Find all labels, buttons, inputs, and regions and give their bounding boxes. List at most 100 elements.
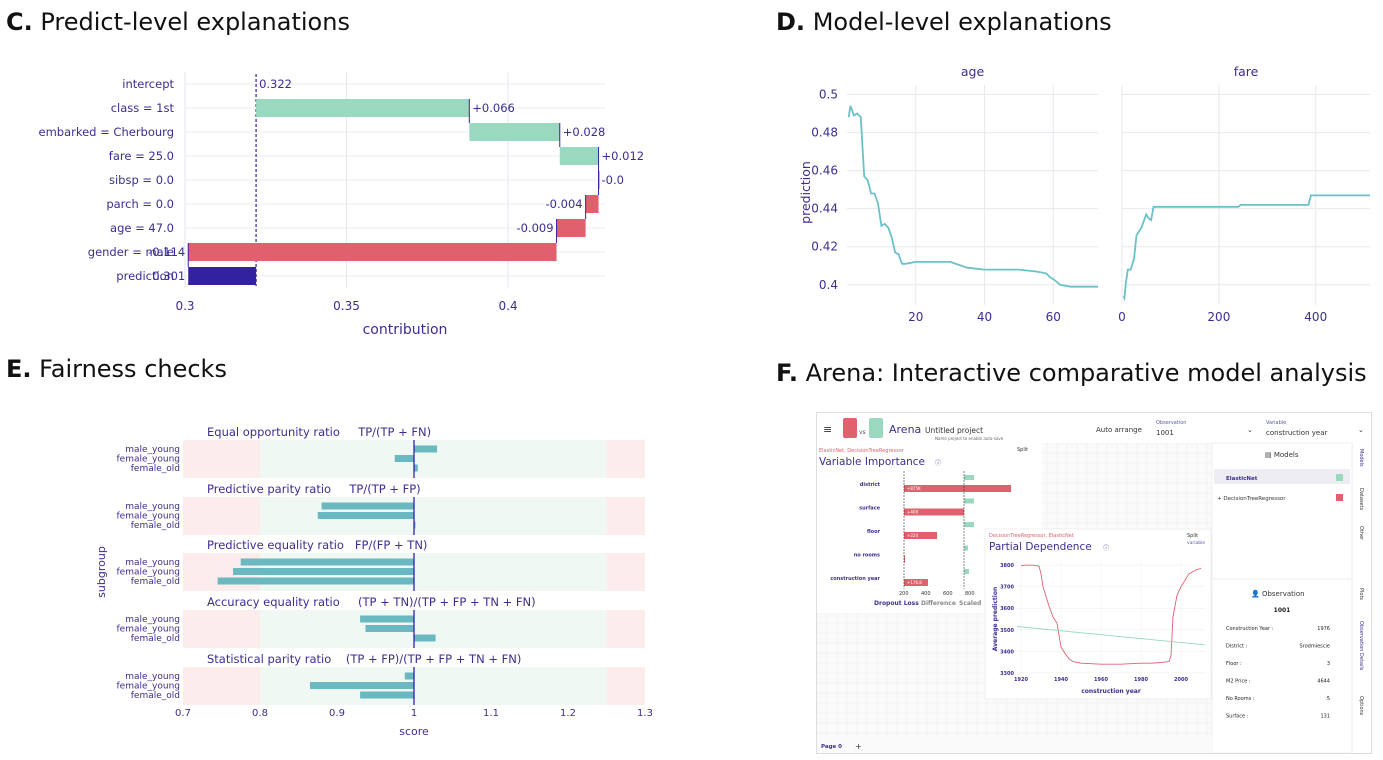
- vi-bar-red: [904, 508, 964, 516]
- observation-value: 1976: [1317, 626, 1330, 632]
- fair-zone: [260, 610, 607, 648]
- subgroup-label: female_old: [131, 521, 180, 531]
- row-label: fare = 25.0: [109, 149, 174, 163]
- pd-x-title: construction year: [1081, 688, 1141, 695]
- row-label: sibsp = 0.0: [109, 173, 174, 187]
- observation-header: 👤 Observation: [1251, 589, 1305, 598]
- models-header: ▤ Models: [1265, 451, 1299, 459]
- pd-line: [1016, 626, 1206, 646]
- page-tab-bar: [817, 738, 1212, 753]
- breakdown-chart: 0.3 0.35 0.4 intercept 0.322 class = 1st +0.06…: [39, 72, 645, 338]
- subgroup-label: female_young: [117, 625, 180, 635]
- vi-footer-scaled: Scaled: [959, 600, 981, 607]
- observation-key: Floor :: [1226, 661, 1242, 667]
- facet-title: fare: [1234, 64, 1259, 79]
- facet-title: age: [961, 64, 985, 79]
- side-tab: Observation Details: [1358, 621, 1364, 671]
- observation-value: Srodmiescie: [1299, 644, 1330, 650]
- contribution-bar: [188, 267, 257, 285]
- metric-title: Statistical parity ratio (TP + FP)/(TP +…: [207, 652, 521, 666]
- x-tick-label: 40: [977, 310, 992, 324]
- row-label: intercept: [122, 77, 174, 91]
- vi-footer-difference: Difference: [921, 600, 956, 607]
- vi-category-label: surface: [859, 506, 881, 512]
- arena-app: ≡ vs Arena Untitled project Name project to …: [816, 412, 1372, 754]
- fairness-bar: [394, 455, 414, 462]
- model-color-swatch: [1336, 474, 1343, 481]
- bar-value-label: -0.0: [602, 173, 624, 187]
- vi-models: ElasticNet, DecisionTreeRegressor: [819, 448, 905, 454]
- contribution-bar: [256, 99, 470, 117]
- fairness-bar: [360, 615, 414, 623]
- pd-y-title: Average prediction: [992, 587, 999, 651]
- unfair-zone-right: [606, 497, 645, 535]
- model-icon-green: [869, 418, 883, 438]
- x-tick-label: 1.3: [637, 708, 653, 719]
- split-button: Split: [1017, 447, 1028, 453]
- split-variable: variable: [1187, 540, 1205, 546]
- subgroup-label: male_young: [125, 502, 180, 512]
- contribution-bar: [188, 243, 557, 261]
- pdp-chart: 20 40 60 age 0 200 400 fare 0.4 0.42 0.44 0.46 0.48 0…: [798, 64, 1370, 324]
- subgroup-label: male_young: [125, 615, 180, 625]
- observation-value: 131: [1320, 714, 1330, 720]
- pd-y-tick: 3300: [1000, 671, 1014, 677]
- model-color-swatch: [1336, 494, 1343, 501]
- info-icon: ⓘ: [935, 459, 941, 467]
- side-tab: Plots: [1358, 588, 1364, 600]
- vi-title: Variable Importance: [819, 456, 925, 468]
- side-tab: Other: [1358, 526, 1364, 541]
- y-axis-title: prediction: [798, 161, 813, 224]
- fairness-bar: [414, 445, 438, 453]
- observation-select: 1001: [1156, 429, 1174, 437]
- pdp-line-fare: [1122, 194, 1370, 302]
- bar-value-label: -0.114: [148, 245, 185, 259]
- subgroup-label: female_young: [117, 568, 180, 578]
- x-tick-label: 0.7: [175, 708, 191, 719]
- chevron-down-icon: ⌄: [1247, 426, 1253, 434]
- add-page-button: +: [855, 742, 862, 751]
- x-tick-label: 0.3: [175, 299, 194, 313]
- vs-label: vs: [859, 429, 866, 436]
- side-tab-bar: [1353, 443, 1371, 753]
- pd-x-tick: 1940: [1054, 677, 1068, 683]
- vi-bar-green: [964, 569, 969, 574]
- app-name: Arena: [889, 423, 921, 436]
- metric-title: Equal opportunity ratio TP/(TP + FN): [207, 425, 431, 439]
- metric-title: Accuracy equality ratio (TP + TN)/(TP + …: [207, 595, 536, 609]
- y-tick-label: 0.46: [811, 164, 838, 178]
- unfair-zone-right: [606, 440, 645, 478]
- right-panel: [1211, 442, 1353, 753]
- subgroup-label: female_old: [131, 464, 180, 474]
- variable-select: construction year: [1266, 429, 1327, 437]
- subgroup-label: female_old: [131, 634, 180, 644]
- bar-value-label: 0.301: [152, 269, 185, 283]
- x-tick-label: 60: [1046, 310, 1061, 324]
- auto-arrange-button: Auto arrange: [1096, 426, 1142, 434]
- pd-y-tick: 3700: [1000, 585, 1014, 591]
- bar-value-label: +0.012: [602, 149, 645, 163]
- vi-x-tick: 400: [921, 591, 931, 597]
- bar-value-label: +0.066: [472, 101, 515, 115]
- contribution-bar: [585, 195, 599, 213]
- pd-card: [984, 528, 1212, 700]
- observation-key: M2 Price :: [1226, 679, 1251, 685]
- bar-value-label: -0.009: [516, 221, 553, 235]
- side-tab: Options: [1358, 696, 1364, 716]
- x-tick-label: 20: [908, 310, 923, 324]
- pd-x-tick: 2000: [1174, 677, 1188, 683]
- side-tab: Models: [1358, 449, 1364, 467]
- observation-label: Observation: [1156, 420, 1186, 426]
- fairness-bar: [414, 464, 418, 472]
- x-tick-label: 1.2: [560, 708, 576, 719]
- unfair-zone-right: [606, 610, 645, 648]
- row-label: class = 1st: [111, 101, 175, 115]
- observation-key: Surface :: [1226, 714, 1249, 720]
- project-hint: Name project to enable auto-save: [935, 436, 1004, 441]
- pd-y-tick: 3600: [1000, 606, 1014, 612]
- x-axis-title: contribution: [363, 322, 448, 338]
- unfair-zone-left: [183, 497, 260, 535]
- y-tick-label: 0.42: [811, 240, 838, 254]
- vi-category-label: construction year: [830, 576, 880, 582]
